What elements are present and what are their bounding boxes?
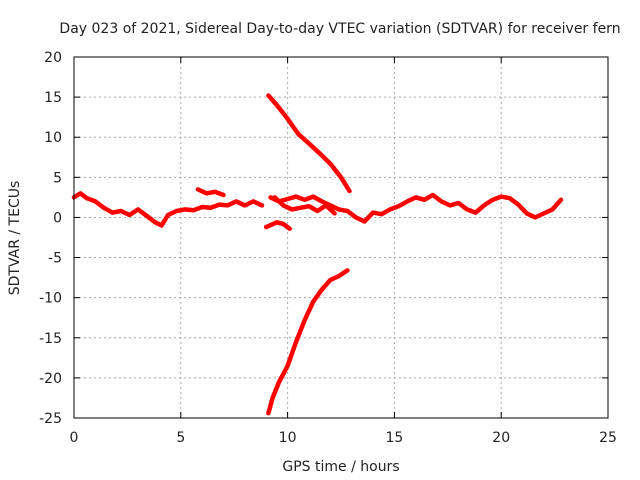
y-tick-label: -20: [39, 371, 62, 387]
x-tick-label: 5: [176, 430, 185, 446]
series-arc-ascending: [266, 268, 350, 416]
axis-ticks: [73, 56, 609, 419]
y-tick-label: -25: [39, 411, 62, 427]
data-series-group: [71, 93, 564, 416]
chart-title: Day 023 of 2021, Sidereal Day-to-day VTE…: [59, 21, 620, 37]
plot-frame: [73, 56, 609, 419]
series-arc-main-right: [268, 192, 564, 224]
series-arc-mid-bump: [195, 187, 226, 198]
y-tick-label: -15: [39, 331, 62, 347]
x-tick-label: 25: [599, 430, 617, 446]
grid-lines: [74, 57, 608, 418]
y-axis-label: SDTVAR / TECUs: [7, 181, 23, 296]
x-tick-label: 0: [70, 430, 79, 446]
x-tick-label: 20: [492, 430, 510, 446]
x-axis-label: GPS time / hours: [282, 459, 399, 475]
series-arc-main-left: [71, 191, 265, 228]
series-arc-inner-loop: [272, 195, 337, 216]
y-tick-labels: -25 -20 -15 -10 -5 0 5 10 15 20: [39, 50, 62, 427]
series-arc-short-negative: [263, 220, 292, 231]
x-tick-label: 10: [279, 430, 297, 446]
y-tick-label: 15: [44, 90, 62, 106]
x-tick-label: 15: [385, 430, 403, 446]
series-arc-descending: [266, 93, 352, 194]
y-tick-label: 20: [44, 50, 62, 66]
y-tick-label: -5: [48, 251, 62, 267]
y-tick-label: 10: [44, 130, 62, 146]
y-tick-label: -10: [39, 291, 62, 307]
x-tick-labels: 0 5 10 15 20 25: [70, 430, 617, 446]
y-tick-label: 5: [53, 170, 62, 186]
y-tick-label: 0: [53, 210, 62, 226]
